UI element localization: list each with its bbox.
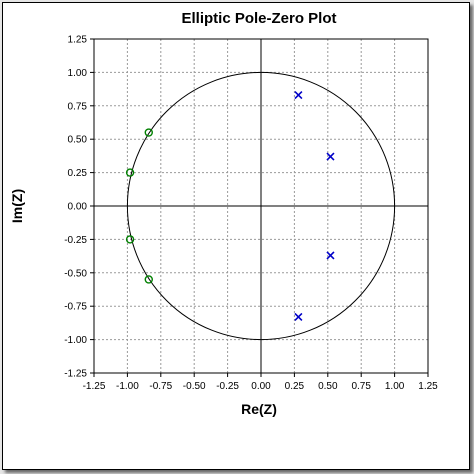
unit-circle [126,71,396,341]
pole-marker [294,312,303,321]
zero-marker [125,235,135,244]
zero-marker [144,275,153,284]
pole-marker-stroke [326,251,335,260]
y-tick-label: 0.50 [68,135,88,146]
zero-marker [144,128,153,137]
y-tick-label: -0.25 [64,235,87,246]
y-tick-label: -0.50 [64,268,87,279]
x-tick-label: 1.00 [385,381,405,392]
y-tick-label: 0.00 [68,202,88,213]
axes [94,39,428,373]
x-tick-label: 0.75 [351,381,371,392]
plot-area-border [93,38,429,374]
x-tick-label: 0.50 [318,381,338,392]
pole-marker-stroke [294,91,303,100]
zero-marker [125,168,135,177]
chart-frame: Elliptic Pole-Zero Plot -1.25 -1.00 -0.75-… [2,2,470,470]
data-marks [125,91,335,321]
pole-marker [326,152,335,161]
unit-circle-layer [126,71,396,341]
x-tick-label: 0.25 [285,381,305,392]
tick-labels: -1.25 -1.00 -0.75 -0.50 -0.25 0.00 0.25 0.50 0.7… [64,35,438,393]
pole-marker [326,251,335,260]
y-tick-label: 0.25 [68,168,88,179]
x-tick-label: 1.25 [418,381,438,392]
y-tick-label: -1.25 [64,369,87,380]
y-tick-label: 1.25 [68,35,88,46]
pole-marker-stroke [294,312,303,321]
x-tick-label: -1.00 [116,381,139,392]
x-tick-label: -0.25 [216,381,239,392]
x-axis-label: Re(Z) [241,401,277,417]
pole-marker-stroke [326,152,335,161]
chart-title: Elliptic Pole-Zero Plot [181,10,336,27]
y-tick-label: -0.75 [64,302,87,313]
y-axis-label: Im(Z) [9,189,25,223]
y-tick-label: -1.00 [64,335,87,346]
x-tick-label: -1.25 [83,381,106,392]
pole-marker [294,91,303,100]
x-tick-label: 0.00 [251,381,271,392]
y-tick-label: 0.75 [68,101,88,112]
pole-zero-chart: Elliptic Pole-Zero Plot -1.25 -1.00 -0.75-… [9,10,438,417]
x-tick-label: -0.50 [183,381,206,392]
y-tick-label: 1.00 [68,68,88,79]
x-tick-label: -0.75 [149,381,172,392]
